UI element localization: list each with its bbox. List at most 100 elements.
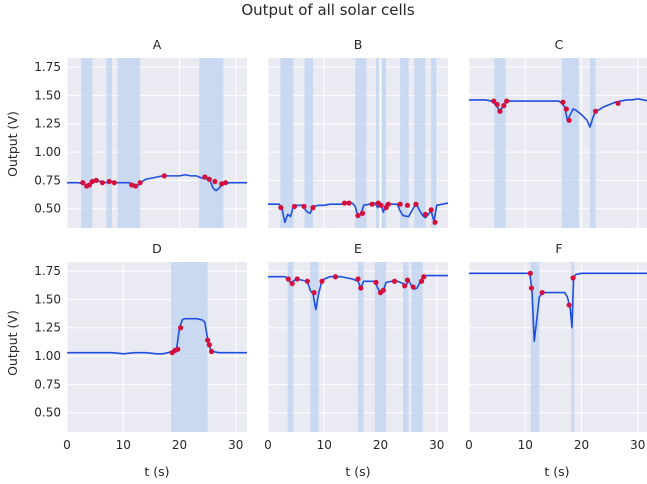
data-point-F-4 <box>570 275 576 281</box>
shaded-span-E-5 <box>411 262 423 432</box>
data-point-A-13 <box>206 176 212 182</box>
shaded-span-F-0 <box>530 262 540 432</box>
xtick-label-F: 0 <box>465 438 473 452</box>
panel-C: C <box>468 37 647 228</box>
data-point-B-3 <box>310 205 316 211</box>
shaded-span-B-6 <box>414 58 426 228</box>
data-point-F-3 <box>566 302 572 308</box>
data-point-B-13 <box>397 201 403 207</box>
data-point-C-4 <box>504 98 510 104</box>
shaded-span-E-3 <box>374 262 387 432</box>
shaded-span-C-2 <box>589 58 596 228</box>
panel-plot-area-D <box>67 317 247 356</box>
panel-plot-area-F <box>469 270 647 343</box>
data-point-E-0 <box>285 276 291 282</box>
data-point-B-7 <box>359 210 366 216</box>
panel-plot-area-C <box>469 98 647 128</box>
data-point-A-10 <box>137 180 143 186</box>
shaded-span-F-1 <box>571 262 575 432</box>
ytick-label-A: 1.75 <box>34 60 61 74</box>
data-point-B-4 <box>341 200 348 206</box>
panel-E: E 0 10 20 30 <box>264 241 448 452</box>
ytick-label-D: 1.00 <box>34 349 61 363</box>
data-point-E-17 <box>421 274 427 280</box>
panel-background-D <box>67 262 247 432</box>
xtick-label-E: 0 <box>264 438 272 452</box>
data-point-E-1 <box>289 280 295 287</box>
data-point-A-5 <box>99 180 106 186</box>
data-point-E-7 <box>355 276 361 282</box>
xtick-label-D: 30 <box>228 438 243 452</box>
data-point-F-1 <box>528 285 535 291</box>
data-point-C-2 <box>497 108 503 114</box>
xtick-label-F: 10 <box>518 438 533 452</box>
xtick-label-F: 20 <box>574 438 589 452</box>
panel-title-F: F <box>555 241 562 256</box>
shaded-span-A-2 <box>117 58 141 228</box>
ytick-label-A: 1.50 <box>34 88 61 102</box>
data-point-C-8 <box>592 108 599 114</box>
panel-D: D 0.50 0.75 1.00 1.25 1.50 1.75 0 10 20 30 <box>34 241 247 452</box>
ytick-label-D: 0.50 <box>34 406 61 420</box>
shaded-span-B-4 <box>381 58 387 228</box>
shaded-span-B-2 <box>355 58 367 228</box>
data-point-B-17 <box>428 207 434 213</box>
data-point-B-0 <box>278 205 284 211</box>
data-point-A-12 <box>202 174 208 180</box>
data-point-E-13 <box>402 283 408 289</box>
data-point-C-5 <box>560 99 566 105</box>
ytick-label-A: 0.50 <box>34 202 61 216</box>
data-point-D-6 <box>208 348 215 355</box>
panel-plot-area-E <box>268 274 448 311</box>
data-point-F-0 <box>527 270 533 276</box>
ytick-label-D: 1.50 <box>34 292 61 306</box>
data-point-A-4 <box>93 177 99 183</box>
panel-A: A 0.50 0.75 1.00 1.25 1.50 1.75 <box>34 37 247 228</box>
shaded-span-B-7 <box>431 58 437 228</box>
data-point-E-9 <box>373 279 379 285</box>
ytick-label-A: 0.75 <box>34 173 61 187</box>
shaded-span-E-1 <box>310 262 319 432</box>
panel-plot-area-A <box>67 173 247 192</box>
shaded-span-B-3 <box>376 58 379 228</box>
data-point-B-10 <box>378 202 384 208</box>
data-point-B-15 <box>413 201 419 207</box>
data-point-B-16 <box>422 211 429 217</box>
data-point-B-12 <box>385 201 391 207</box>
data-point-B-18 <box>432 219 438 225</box>
ytick-label-D: 1.75 <box>34 264 61 278</box>
panel-title-D: D <box>152 241 162 256</box>
data-point-D-3 <box>178 325 184 331</box>
data-point-B-1 <box>291 203 298 210</box>
data-point-B-2 <box>301 203 307 210</box>
data-point-D-4 <box>205 337 211 343</box>
ytick-label-A: 1.00 <box>34 145 61 159</box>
data-point-E-11 <box>380 287 386 293</box>
data-point-E-14 <box>404 277 411 283</box>
panel-background-F <box>469 262 647 432</box>
data-point-E-16 <box>418 278 425 284</box>
shaded-span-E-4 <box>403 262 409 432</box>
panel-F: F 0 10 20 30 <box>465 241 647 452</box>
data-point-E-5 <box>319 278 325 284</box>
data-point-F-2 <box>539 290 545 296</box>
shaded-span-A-0 <box>81 58 93 228</box>
data-point-E-4 <box>311 290 317 296</box>
data-point-E-3 <box>304 278 310 284</box>
data-point-B-8 <box>369 201 375 207</box>
data-point-E-2 <box>294 276 300 282</box>
xtick-label-D: 20 <box>172 438 187 452</box>
xtick-label-E: 20 <box>373 438 388 452</box>
data-point-A-9 <box>133 183 139 189</box>
panel-title-C: C <box>555 37 564 52</box>
ytick-label-D: 1.25 <box>34 321 61 335</box>
xtick-label-D: 10 <box>116 438 131 452</box>
figure-title: Output of all solar cells <box>241 1 414 19</box>
data-point-E-15 <box>410 284 416 290</box>
xlabel-panel-D: t (s) <box>144 464 169 479</box>
subplot-grid: A 0.50 0.75 1.00 1.25 1.50 1.75 B C D 0.50 0.75 1.00… <box>34 37 647 452</box>
data-point-A-16 <box>223 180 229 186</box>
data-point-A-11 <box>161 173 167 179</box>
data-point-A-6 <box>106 178 112 185</box>
data-point-D-2 <box>175 346 181 352</box>
